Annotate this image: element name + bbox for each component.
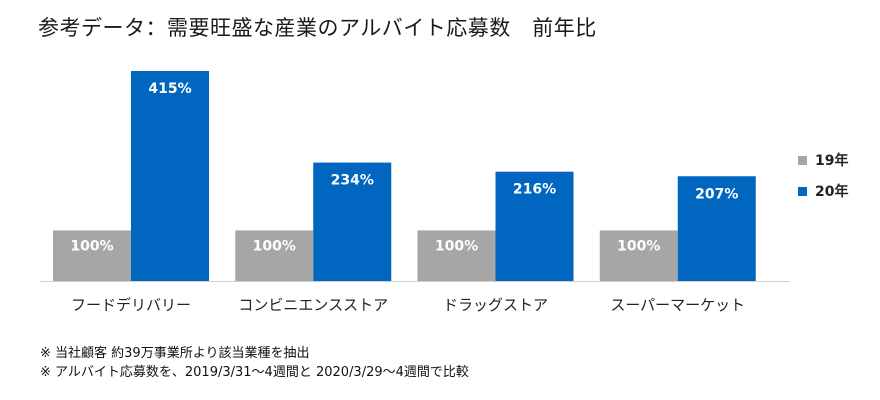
data-label-prev-3: 100% xyxy=(617,238,660,254)
data-label-curr-3: 207% xyxy=(695,186,738,202)
bar-prev-0 xyxy=(53,230,131,281)
bar-curr-0 xyxy=(131,71,209,281)
data-label-curr-1: 234% xyxy=(331,173,374,189)
footnote-1: ※ 当社顧客 約39万事業所より該当業種を抽出 xyxy=(40,346,310,361)
legend-label-1: 20年 xyxy=(815,183,848,200)
category-label-2: ドラッグストア xyxy=(443,296,548,314)
footnotes: ※ 当社顧客 約39万事業所より該当業種を抽出 ※ アルバイト応募数を、2019… xyxy=(40,344,469,382)
category-label-1: コンビニエンスストア xyxy=(238,296,388,314)
data-label-prev-0: 100% xyxy=(70,238,113,254)
bar-prev-1 xyxy=(235,230,314,281)
category-label-3: スーパーマーケット xyxy=(610,296,745,314)
data-label-curr-2: 216% xyxy=(513,182,556,198)
legend-swatch-0 xyxy=(798,156,807,165)
bar-prev-2 xyxy=(417,230,496,281)
bar-curr-2 xyxy=(495,171,574,281)
bar-chart: 100% 415% フードデリバリー 100% 234% コンビニエンスストア 100% 21… xyxy=(40,71,848,314)
category-label-0: フードデリバリー xyxy=(71,296,191,314)
legend-swatch-1 xyxy=(798,187,807,196)
data-label-prev-2: 100% xyxy=(435,238,478,254)
footnote-2: ※ アルバイト応募数を、2019/3/31～4週間と 2020/3/29～4週間… xyxy=(40,365,469,380)
data-label-curr-0: 415% xyxy=(148,81,191,97)
data-label-prev-1: 100% xyxy=(253,238,296,254)
chart-title: 参考データ：需要旺盛な産業のアルバイト応募数 前年比 xyxy=(38,16,597,40)
bar-curr-3 xyxy=(677,176,756,281)
bar-prev-3 xyxy=(599,230,678,281)
legend-label-0: 19年 xyxy=(815,152,848,169)
bar-curr-1 xyxy=(313,162,392,281)
